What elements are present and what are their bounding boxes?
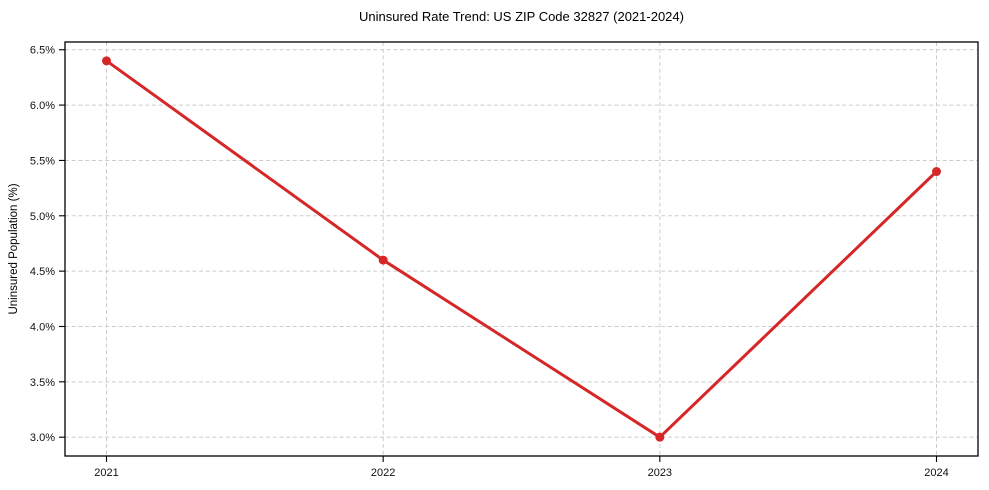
x-tick-label: 2023	[648, 467, 672, 479]
y-tick-label: 6.5%	[30, 45, 55, 57]
x-tick-label: 2024	[924, 467, 948, 479]
chart-title: Uninsured Rate Trend: US ZIP Code 32827 …	[359, 9, 684, 24]
y-tick-label: 6.0%	[30, 100, 55, 112]
data-point	[102, 56, 111, 66]
y-tick-label: 4.5%	[30, 266, 55, 278]
x-tick-label: 2021	[94, 467, 118, 479]
y-tick-label: 3.5%	[30, 377, 55, 389]
y-tick-label: 5.5%	[30, 155, 55, 167]
plot-border	[64, 41, 979, 457]
y-tick-label: 4.0%	[30, 321, 55, 333]
data-point	[378, 255, 388, 265]
x-tick-label: 2022	[371, 467, 395, 479]
y-tick-label: 3.0%	[30, 432, 55, 444]
data-point	[655, 432, 665, 442]
y-tick-label: 5.0%	[30, 211, 55, 223]
trend-line	[105, 59, 938, 439]
data-point	[932, 167, 941, 177]
